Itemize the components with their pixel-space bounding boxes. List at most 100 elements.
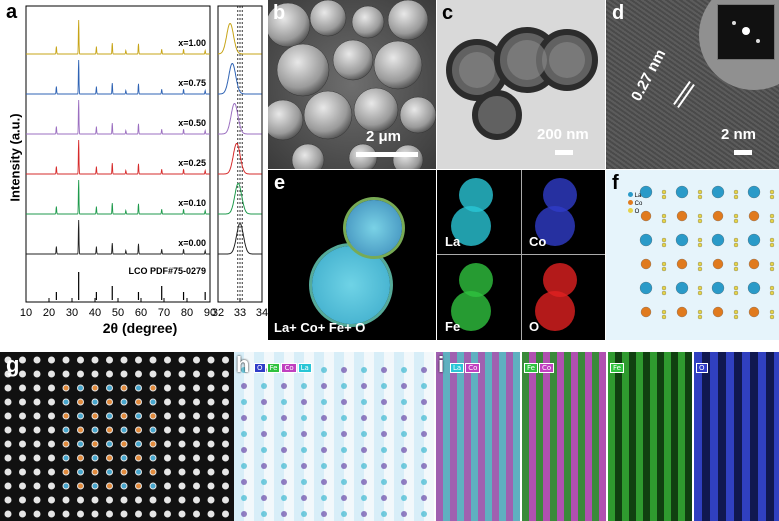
atomic-map-dot bbox=[361, 447, 367, 453]
atomic-map-dot bbox=[301, 447, 307, 453]
zoom-series-line-2 bbox=[218, 103, 262, 135]
haadf-atom-column bbox=[4, 482, 12, 490]
chip-i-co2: Co bbox=[538, 363, 555, 373]
atomic-map-dot bbox=[421, 415, 427, 421]
haadf-atom-column bbox=[149, 496, 157, 504]
panel-g-haadf: g bbox=[0, 352, 234, 521]
atomic-map-dot bbox=[261, 415, 267, 421]
haadf-atom-column bbox=[207, 356, 215, 364]
haadf-overlay-atom bbox=[136, 399, 141, 405]
haadf-atom-column bbox=[33, 496, 41, 504]
atomic-map-dot bbox=[401, 447, 407, 453]
haadf-atom-column bbox=[193, 412, 200, 420]
o-atom bbox=[697, 285, 703, 291]
haadf-atom-column bbox=[4, 412, 12, 420]
haadf-overlay-atom bbox=[92, 441, 98, 447]
atomic-map-dot bbox=[301, 479, 307, 485]
eels-fe-co: Fe Co bbox=[522, 352, 606, 521]
o-atom bbox=[661, 194, 667, 200]
haadf-overlay-atom bbox=[136, 441, 141, 447]
haadf-overlay-atom bbox=[78, 441, 83, 447]
atomic-map-dot bbox=[401, 479, 407, 485]
scale-label-b: 2 μm bbox=[366, 128, 402, 145]
o-atom bbox=[661, 266, 667, 272]
xrd-series-line-1 bbox=[26, 59, 210, 95]
haadf-atom-column bbox=[193, 496, 200, 504]
o-atom bbox=[697, 309, 703, 315]
haadf-overlay-atom bbox=[150, 399, 156, 405]
o-atom bbox=[697, 189, 703, 195]
crystal-legend: La Co O bbox=[628, 192, 642, 216]
haadf-overlay-atom bbox=[92, 427, 98, 433]
panel-label-g: g bbox=[6, 352, 20, 377]
atomic-map-dot bbox=[381, 415, 387, 421]
atomic-map-dot bbox=[281, 447, 287, 453]
atomic-map-dot bbox=[321, 367, 327, 373]
eds-co-label: Co bbox=[529, 234, 547, 249]
haadf-overlay-atom bbox=[78, 469, 83, 475]
haadf-atom-column bbox=[4, 454, 12, 462]
atomic-map-dot bbox=[241, 479, 247, 485]
atomic-map-dot bbox=[361, 495, 367, 501]
atomic-map-dot bbox=[421, 383, 427, 389]
haadf-atom-column bbox=[4, 468, 12, 476]
panel-e-eds-combined: e La+ Co+ Fe+ O bbox=[268, 170, 436, 340]
atomic-map-dot bbox=[361, 431, 367, 437]
o-atom bbox=[697, 314, 703, 320]
haadf-atom-column bbox=[48, 398, 55, 406]
atomic-map-dot bbox=[241, 495, 247, 501]
atomic-map-dot bbox=[341, 367, 347, 373]
atomic-map-dot bbox=[401, 383, 407, 389]
atomic-map-dot bbox=[301, 415, 307, 421]
la-atom bbox=[747, 281, 761, 295]
la-atom bbox=[711, 233, 725, 247]
co-atom bbox=[640, 210, 652, 222]
haadf-overlay-atom bbox=[136, 483, 141, 489]
o-atom bbox=[661, 242, 667, 248]
panel-f-crystal-structure: f La Co O bbox=[606, 170, 779, 340]
o-atom bbox=[733, 213, 739, 219]
haadf-atom-column bbox=[33, 482, 41, 490]
o-atom bbox=[769, 314, 775, 320]
haadf-atom-column bbox=[48, 468, 55, 476]
haadf-atom-column bbox=[222, 510, 229, 518]
haadf-atom-column bbox=[33, 412, 41, 420]
haadf-overlay-atom bbox=[63, 469, 69, 475]
la-atom bbox=[747, 233, 761, 247]
haadf-atom-column bbox=[120, 496, 128, 504]
atomic-map-dot bbox=[361, 367, 367, 373]
haadf-overlay-atom bbox=[121, 469, 127, 475]
haadf-atom-column bbox=[178, 440, 186, 448]
haadf-atom-column bbox=[178, 384, 186, 392]
haadf-atom-column bbox=[207, 496, 215, 504]
atomic-map-dot bbox=[281, 463, 287, 469]
atomic-map-dot bbox=[301, 399, 307, 405]
haadf-atom-column bbox=[164, 412, 171, 420]
haadf-atom-column bbox=[120, 370, 128, 378]
xrd-series-line-2 bbox=[26, 99, 210, 135]
haadf-overlay-atom bbox=[136, 427, 141, 433]
haadf-atom-column bbox=[164, 482, 171, 490]
haadf-atom-column bbox=[207, 482, 215, 490]
haadf-atom-column bbox=[193, 398, 200, 406]
atomic-map-dot bbox=[321, 383, 327, 389]
fft-inset bbox=[717, 4, 775, 60]
atomic-map-dot bbox=[321, 479, 327, 485]
haadf-atom-column bbox=[19, 426, 26, 434]
haadf-atom-column bbox=[193, 482, 200, 490]
haadf-atom-column bbox=[164, 454, 171, 462]
haadf-atom-column bbox=[106, 510, 113, 518]
scale-bar-d bbox=[734, 150, 752, 155]
co-atom bbox=[640, 258, 652, 270]
haadf-atom-column bbox=[222, 384, 229, 392]
haadf-overlay-atom bbox=[92, 483, 98, 489]
o-atom bbox=[661, 290, 667, 296]
haadf-atom-column bbox=[178, 398, 186, 406]
x-tick-label-60: 60 bbox=[135, 307, 147, 319]
atomic-map-dot bbox=[301, 495, 307, 501]
haadf-atom-column bbox=[77, 510, 84, 518]
haadf-atom-column bbox=[222, 482, 229, 490]
haadf-atom-column bbox=[4, 496, 12, 504]
haadf-atom-column bbox=[19, 482, 26, 490]
x-tick-label-90: 90 bbox=[204, 307, 216, 319]
